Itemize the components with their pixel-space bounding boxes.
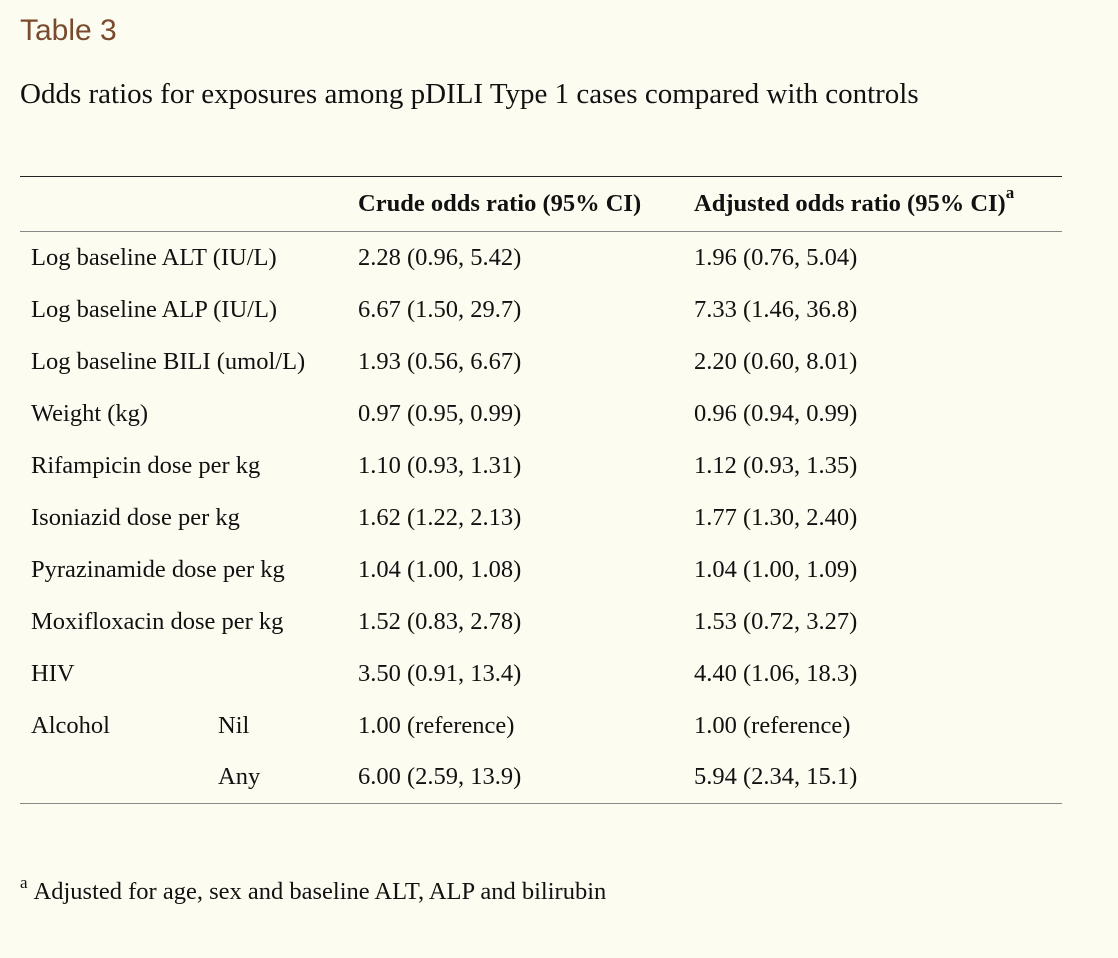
crude-value: 1.04 (1.00, 1.08): [358, 555, 522, 583]
table-row: Weight (kg) 0.97 (0.95, 0.99) 0.96 (0.94…: [20, 388, 1062, 440]
table-row: Any 6.00 (2.59, 13.9) 5.94 (2.34, 15.1): [20, 752, 1062, 804]
row-label: Rifampicin dose per kg: [31, 451, 261, 479]
adjusted-value: 1.53 (0.72, 3.27): [694, 607, 858, 635]
odds-ratio-table-container: Crude odds ratio (95% CI) Adjusted odds …: [20, 176, 1062, 804]
table-row: Alcohol Nil 1.00 (reference) 1.00 (refer…: [20, 700, 1062, 752]
table-footnote: a Adjusted for age, sex and baseline ALT,…: [20, 874, 607, 906]
adjusted-value: 1.04 (1.00, 1.09): [694, 555, 858, 583]
crude-value: 1.52 (0.83, 2.78): [358, 607, 522, 635]
crude-value: 1.93 (0.56, 6.67): [358, 347, 522, 375]
crude-value: 1.00 (reference): [358, 711, 515, 739]
crude-value: 3.50 (0.91, 13.4): [358, 659, 522, 687]
table-row: Isoniazid dose per kg 1.62 (1.22, 2.13) …: [20, 492, 1062, 544]
adjusted-value: 2.20 (0.60, 8.01): [694, 347, 858, 375]
crude-value: 1.10 (0.93, 1.31): [358, 451, 522, 479]
table-row: Log baseline ALP (IU/L) 6.67 (1.50, 29.7…: [20, 284, 1062, 336]
table-row: Rifampicin dose per kg 1.10 (0.93, 1.31)…: [20, 440, 1062, 492]
header-crude-odds-ratio: Crude odds ratio (95% CI): [358, 190, 642, 217]
header-category: [218, 177, 356, 232]
header-variable: [20, 177, 218, 232]
table-caption: Odds ratios for exposures among pDILI Ty…: [20, 78, 919, 110]
table-label: Table 3: [20, 14, 117, 47]
row-label: Log baseline ALT (IU/L): [31, 243, 277, 271]
row-label: Moxifloxacin dose per kg: [31, 607, 284, 635]
crude-value: 2.28 (0.96, 5.42): [358, 243, 522, 271]
row-category: [218, 388, 356, 440]
row-label: Isoniazid dose per kg: [31, 503, 240, 531]
adjusted-value: 1.77 (1.30, 2.40): [694, 503, 858, 531]
header-adjusted-odds-ratio: Adjusted odds ratio (95% CI)a: [694, 182, 1015, 217]
table-row: Pyrazinamide dose per kg 1.04 (1.00, 1.0…: [20, 544, 1062, 596]
adjusted-value: 0.96 (0.94, 0.99): [694, 399, 858, 427]
odds-ratio-table: Crude odds ratio (95% CI) Adjusted odds …: [20, 176, 1062, 804]
adjusted-value: 1.00 (reference): [694, 711, 851, 739]
crude-value: 1.62 (1.22, 2.13): [358, 503, 522, 531]
footnote-marker: a: [1005, 182, 1015, 202]
table-header-row: Crude odds ratio (95% CI) Adjusted odds …: [20, 176, 1062, 232]
row-category: [218, 648, 356, 700]
row-label: Log baseline ALP (IU/L): [31, 295, 278, 323]
table-row: HIV 3.50 (0.91, 13.4) 4.40 (1.06, 18.3): [20, 648, 1062, 700]
footnote-marker: a: [20, 872, 28, 892]
adjusted-value: 4.40 (1.06, 18.3): [694, 659, 858, 687]
row-category: Nil: [218, 711, 250, 739]
row-label: Weight (kg): [31, 399, 149, 427]
row-label: Pyrazinamide dose per kg: [31, 555, 285, 583]
crude-value: 0.97 (0.95, 0.99): [358, 399, 522, 427]
table-row: Log baseline ALT (IU/L) 2.28 (0.96, 5.42…: [20, 232, 1062, 284]
row-label: [20, 752, 218, 804]
adjusted-value: 5.94 (2.34, 15.1): [694, 763, 858, 791]
adjusted-value: 1.12 (0.93, 1.35): [694, 451, 858, 479]
crude-value: 6.00 (2.59, 13.9): [358, 763, 522, 791]
row-category: Any: [218, 763, 261, 791]
row-label: HIV: [31, 659, 75, 687]
row-label: Log baseline BILI (umol/L): [31, 347, 306, 375]
row-label: Alcohol: [31, 711, 110, 739]
table-row: Moxifloxacin dose per kg 1.52 (0.83, 2.7…: [20, 596, 1062, 648]
adjusted-value: 1.96 (0.76, 5.04): [694, 243, 858, 271]
footnote-text: Adjusted for age, sex and baseline ALT, …: [33, 878, 607, 905]
adjusted-value: 7.33 (1.46, 36.8): [694, 295, 858, 323]
table-row: Log baseline BILI (umol/L) 1.93 (0.56, 6…: [20, 336, 1062, 388]
crude-value: 6.67 (1.50, 29.7): [358, 295, 522, 323]
